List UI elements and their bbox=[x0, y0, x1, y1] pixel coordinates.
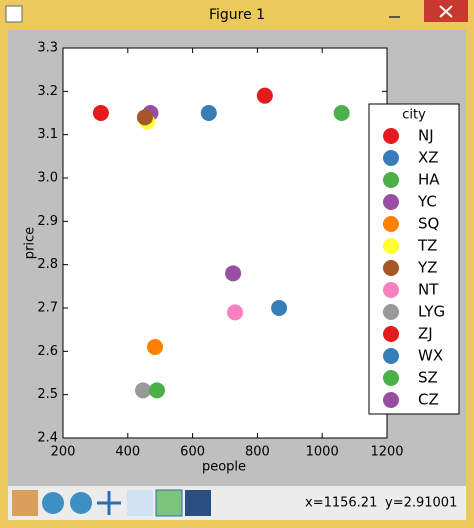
close-icon bbox=[439, 5, 453, 18]
legend-label: TZ bbox=[417, 237, 437, 255]
scatter-point bbox=[136, 109, 153, 126]
legend-marker bbox=[383, 304, 399, 320]
x-tick-label: 600 bbox=[180, 445, 205, 460]
legend-marker bbox=[383, 370, 399, 386]
scatter-point bbox=[333, 105, 350, 121]
status-x: x=1156.21 bbox=[305, 496, 377, 511]
scatter-point bbox=[225, 265, 242, 282]
status-y: y=2.91001 bbox=[385, 496, 457, 511]
legend-marker bbox=[383, 326, 399, 342]
y-tick-label: 2.4 bbox=[37, 431, 58, 446]
y-tick-label: 2.8 bbox=[37, 257, 58, 272]
legend-marker bbox=[383, 150, 399, 166]
scatter-point bbox=[200, 105, 217, 121]
legend-label: YZ bbox=[417, 259, 437, 277]
y-tick-label: 2.9 bbox=[37, 214, 58, 229]
legend-label: SQ bbox=[418, 215, 439, 233]
back-button[interactable] bbox=[42, 492, 64, 514]
legend-label: YC bbox=[417, 193, 437, 211]
x-tick-label: 800 bbox=[245, 445, 270, 460]
legend-label: XZ bbox=[418, 149, 439, 167]
scatter-point bbox=[147, 339, 164, 355]
legend-marker bbox=[383, 238, 399, 254]
y-tick-label: 2.6 bbox=[37, 344, 58, 359]
y-tick-label: 3.1 bbox=[37, 127, 58, 142]
zoom-button[interactable] bbox=[127, 490, 153, 516]
scatter-point bbox=[148, 382, 165, 399]
subplots-button[interactable] bbox=[155, 489, 183, 517]
scatter-point bbox=[256, 87, 273, 104]
x-tick-label: 1200 bbox=[370, 445, 403, 460]
legend-label: NJ bbox=[418, 127, 434, 145]
y-tick-label: 2.5 bbox=[37, 387, 58, 402]
legend-label: LYG bbox=[418, 303, 445, 321]
legend-box bbox=[368, 103, 460, 415]
x-tick-label: 200 bbox=[51, 445, 76, 460]
toolbar-buttons bbox=[12, 489, 211, 517]
legend-marker bbox=[383, 260, 399, 276]
forward-button[interactable] bbox=[70, 492, 92, 514]
y-tick-label: 3.2 bbox=[37, 84, 58, 99]
legend-marker bbox=[383, 216, 399, 232]
scatter-point bbox=[271, 300, 288, 316]
legend-title: city bbox=[402, 108, 426, 123]
legend-label: CZ bbox=[418, 391, 439, 409]
window-title: Figure 1 bbox=[209, 7, 265, 23]
legend-label: NT bbox=[418, 281, 439, 299]
x-tick-label: 400 bbox=[115, 445, 140, 460]
x-axis-label: people bbox=[202, 460, 246, 475]
legend-label: HA bbox=[418, 171, 440, 189]
legend-label: WX bbox=[418, 347, 443, 365]
legend-marker bbox=[383, 128, 399, 144]
legend-marker bbox=[383, 348, 399, 364]
pan-button[interactable] bbox=[97, 491, 121, 515]
home-button[interactable] bbox=[12, 490, 38, 516]
y-axis-label: price bbox=[23, 227, 38, 259]
legend-marker bbox=[383, 282, 399, 298]
legend-label: ZJ bbox=[418, 325, 433, 343]
legend-label: SZ bbox=[418, 369, 438, 387]
x-tick-label: 1000 bbox=[306, 445, 339, 460]
plot-area bbox=[62, 47, 388, 439]
legend-marker bbox=[383, 194, 399, 210]
y-tick-label: 3.0 bbox=[37, 171, 58, 186]
app-icon bbox=[5, 5, 23, 23]
scatter-point bbox=[227, 304, 244, 321]
scatter-point bbox=[92, 105, 109, 121]
scatter-point bbox=[135, 382, 152, 399]
legend-marker bbox=[383, 392, 399, 408]
y-tick-label: 3.3 bbox=[37, 41, 58, 56]
y-tick-label: 2.7 bbox=[37, 301, 58, 316]
save-button[interactable] bbox=[185, 490, 211, 516]
legend-marker bbox=[383, 172, 399, 188]
